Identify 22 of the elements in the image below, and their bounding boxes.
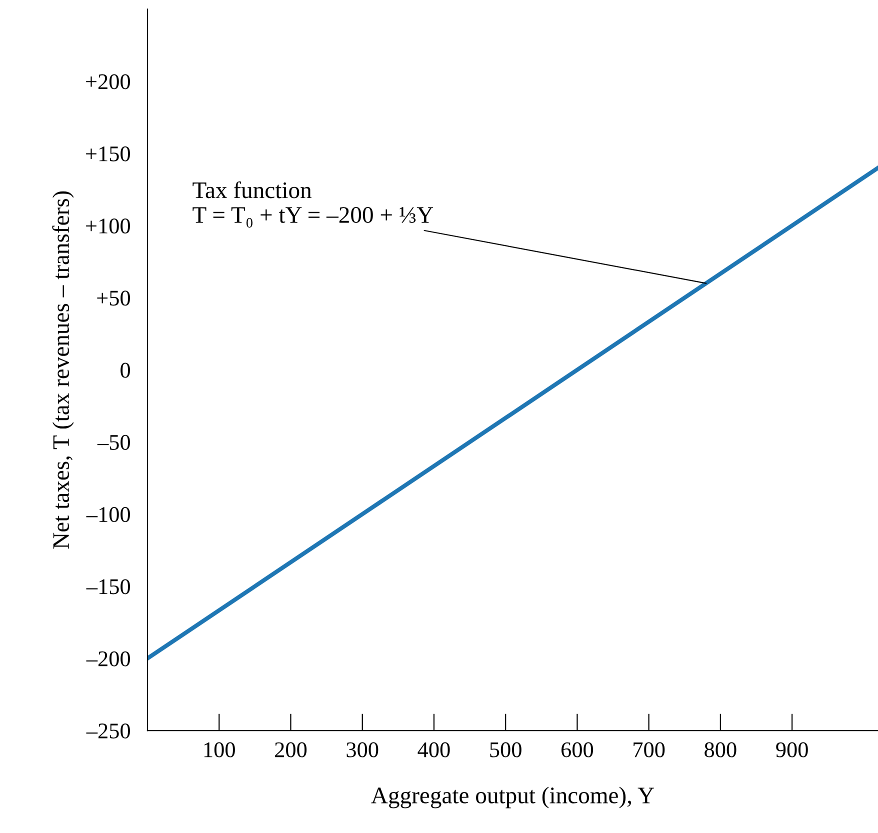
x-tick-label: 100 — [204, 742, 235, 758]
y-tick-label: +100 — [86, 218, 130, 234]
y-axis-title: Net taxes, T (tax revenues – transfers) — [52, 191, 74, 549]
y-tick-label: –100 — [86, 507, 130, 522]
y-tick-label: –250 — [86, 723, 130, 738]
x-tick-label: 200 — [275, 742, 307, 758]
x-tick-label: 700 — [634, 742, 665, 758]
y-tick-label: 0 — [120, 362, 130, 378]
x-tick-label: 300 — [346, 742, 378, 758]
y-tick-label: –150 — [86, 579, 130, 594]
x-tick-label: 600 — [561, 742, 594, 758]
x-tick-label: 400 — [418, 742, 450, 758]
x-tick-label: 500 — [490, 742, 522, 758]
x-axis-title: Aggregate output (income), Y — [371, 786, 654, 808]
y-tick-label: +50 — [97, 290, 130, 306]
y-tick-label: +150 — [86, 146, 130, 162]
x-tick-label: 800 — [704, 742, 736, 758]
y-tick-label: –200 — [86, 651, 130, 666]
x-tick-label: 900 — [776, 742, 808, 758]
annotation: Tax function T = T₀ + tY = –200 + ⅓Y — [192, 181, 434, 228]
y-tick-label: –50 — [97, 434, 130, 450]
y-tick-label: +200 — [86, 74, 130, 90]
